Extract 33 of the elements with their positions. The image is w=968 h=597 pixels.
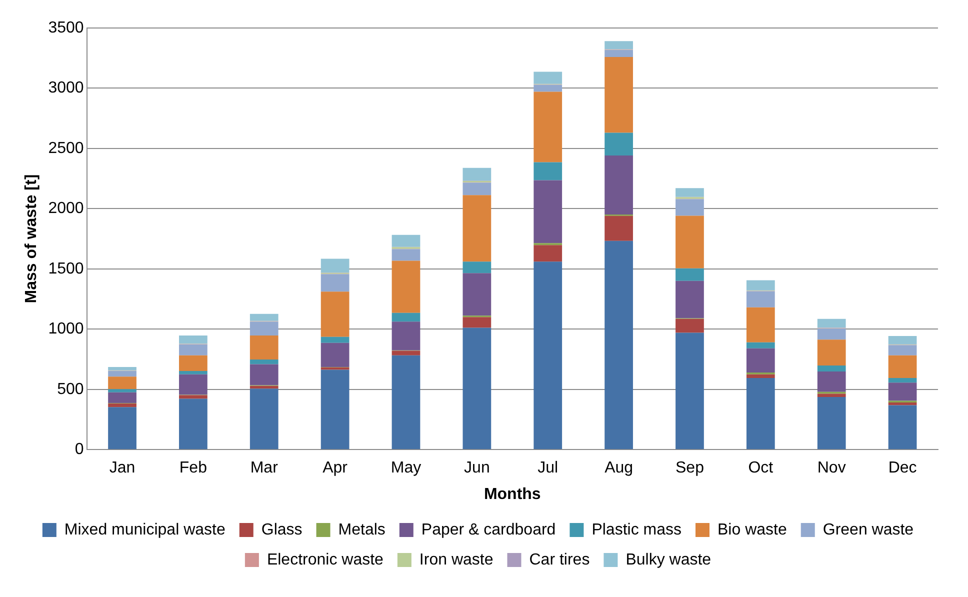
y-tick-label: 500: [57, 380, 84, 398]
x-tick-label: Sep: [675, 460, 704, 477]
x-axis-title: Months: [484, 486, 541, 503]
x-tick-label: Aug: [604, 460, 634, 477]
y-tick-label: 1000: [48, 320, 84, 338]
x-tick-label: Jul: [538, 460, 558, 477]
y-tick-label: 2500: [48, 140, 84, 157]
x-tick-label: Oct: [748, 460, 774, 477]
legend-label: Metals: [338, 521, 386, 538]
legend-label: Paper & cardboard: [421, 521, 556, 538]
y-tick-label: 3500: [48, 19, 84, 36]
x-tick-label: May: [390, 460, 422, 477]
legend-label: Plastic mass: [592, 521, 682, 538]
legend-label: Green waste: [822, 521, 914, 538]
legend-label: Glass: [261, 521, 302, 538]
y-tick-label: 0: [74, 441, 84, 458]
legend-label: Car tires: [529, 551, 590, 568]
x-tick-label: Nov: [817, 460, 846, 477]
y-tick-label: 2000: [48, 200, 84, 218]
legend-label: Bio waste: [718, 521, 787, 538]
y-tick-label: 1500: [48, 260, 84, 278]
legend-label: Bulky waste: [626, 551, 712, 568]
legend-label: Electronic waste: [266, 551, 384, 568]
legend-label: Iron waste: [419, 551, 494, 568]
y-axis-title: Mass of waste [t]: [23, 174, 40, 304]
x-tick-label: Dec: [888, 460, 917, 477]
x-tick-label: Apr: [322, 460, 348, 477]
x-tick-label: Mar: [250, 460, 279, 477]
legend-label: Mixed municipal waste: [64, 521, 226, 538]
x-tick-label: Feb: [179, 460, 208, 477]
x-tick-label: Jan: [109, 460, 136, 477]
y-tick-label: 3000: [48, 80, 84, 97]
x-tick-label: Jun: [464, 460, 490, 477]
